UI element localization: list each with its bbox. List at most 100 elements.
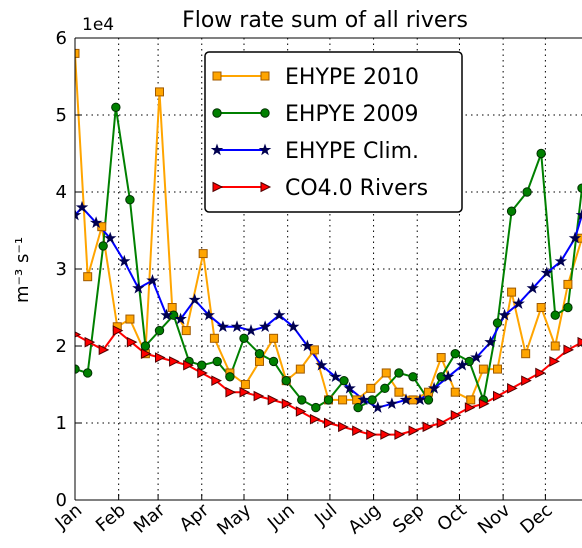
marker — [253, 390, 265, 402]
x-tick-label: Nov — [474, 500, 515, 539]
legend-box — [204, 51, 463, 213]
marker — [450, 349, 460, 359]
marker — [366, 429, 377, 440]
marker — [202, 308, 215, 321]
marker — [436, 417, 448, 429]
marker — [423, 395, 434, 405]
marker — [550, 341, 560, 351]
marker — [577, 233, 582, 243]
x-tick-label: Apr — [176, 499, 214, 535]
marker — [281, 375, 291, 386]
marker — [554, 254, 568, 267]
marker — [563, 302, 573, 313]
marker — [323, 395, 334, 405]
marker — [575, 208, 582, 221]
marker — [230, 320, 244, 333]
marker — [478, 364, 488, 374]
marker — [146, 273, 159, 286]
marker — [535, 367, 546, 379]
marker — [568, 231, 582, 244]
marker — [492, 318, 503, 328]
marker — [269, 333, 279, 343]
marker — [352, 425, 363, 437]
marker — [167, 303, 177, 312]
marker — [456, 358, 469, 371]
marker — [311, 402, 321, 413]
marker — [493, 390, 504, 402]
marker — [75, 48, 80, 58]
marker — [371, 401, 384, 413]
x-tick-label: Sep — [389, 500, 428, 538]
marker — [212, 356, 222, 367]
marker — [338, 421, 349, 433]
marker — [339, 375, 349, 386]
marker — [540, 266, 553, 279]
marker — [536, 303, 546, 312]
marker — [125, 195, 135, 205]
x-tick-label: Aug — [344, 500, 384, 539]
marker — [254, 349, 265, 359]
y-offset-label: 1e4 — [82, 15, 114, 35]
marker — [493, 364, 502, 374]
marker — [83, 272, 93, 282]
x-tick-label: Dec — [516, 500, 556, 538]
series-line — [75, 206, 582, 409]
marker — [507, 287, 517, 297]
marker — [385, 397, 398, 410]
marker — [380, 383, 390, 394]
marker — [118, 254, 131, 267]
marker — [188, 293, 201, 306]
y-tick-label: 1 — [56, 413, 67, 434]
marker — [536, 148, 546, 159]
marker — [84, 336, 96, 348]
marker — [408, 372, 418, 382]
marker — [297, 395, 307, 405]
marker — [216, 320, 229, 333]
marker — [97, 222, 107, 232]
marker — [478, 398, 490, 410]
marker — [287, 320, 300, 333]
marker — [240, 380, 250, 389]
y-tick-label: 3 — [56, 259, 67, 280]
marker — [484, 335, 497, 348]
marker — [436, 372, 446, 382]
marker — [126, 336, 138, 348]
marker — [394, 429, 406, 440]
marker — [260, 108, 270, 118]
marker — [239, 333, 249, 343]
marker — [212, 181, 224, 193]
marker — [450, 387, 460, 397]
marker — [422, 421, 434, 433]
marker — [522, 187, 532, 197]
marker — [267, 394, 279, 406]
marker — [507, 383, 518, 394]
chart-title: Flow rate sum of all rivers — [182, 8, 468, 33]
marker — [394, 387, 404, 397]
marker — [258, 143, 272, 156]
marker — [408, 395, 418, 405]
y-tick-label: 0 — [56, 490, 67, 511]
x-tick-label: Jun — [263, 500, 299, 535]
marker — [413, 393, 427, 406]
legend: EHYPE 2010 EHPYE 2009 EHYPE Clim. CO4.0 Riv… — [204, 51, 463, 213]
y-tick-label: 6 — [56, 28, 67, 49]
marker — [225, 386, 237, 398]
marker — [577, 183, 582, 193]
y-tick-label: 5 — [56, 105, 67, 126]
marker — [155, 87, 164, 97]
marker — [343, 381, 356, 394]
marker — [338, 395, 348, 405]
marker — [160, 308, 173, 321]
marker — [366, 383, 376, 393]
marker — [450, 409, 462, 421]
marker — [197, 367, 208, 379]
marker — [380, 429, 391, 440]
marker — [512, 297, 525, 309]
x-tick-label: Feb — [92, 500, 130, 537]
marker — [140, 341, 151, 351]
marker — [550, 310, 560, 320]
marker — [209, 333, 219, 343]
marker — [563, 344, 575, 356]
marker — [273, 308, 286, 321]
marker — [82, 368, 93, 378]
